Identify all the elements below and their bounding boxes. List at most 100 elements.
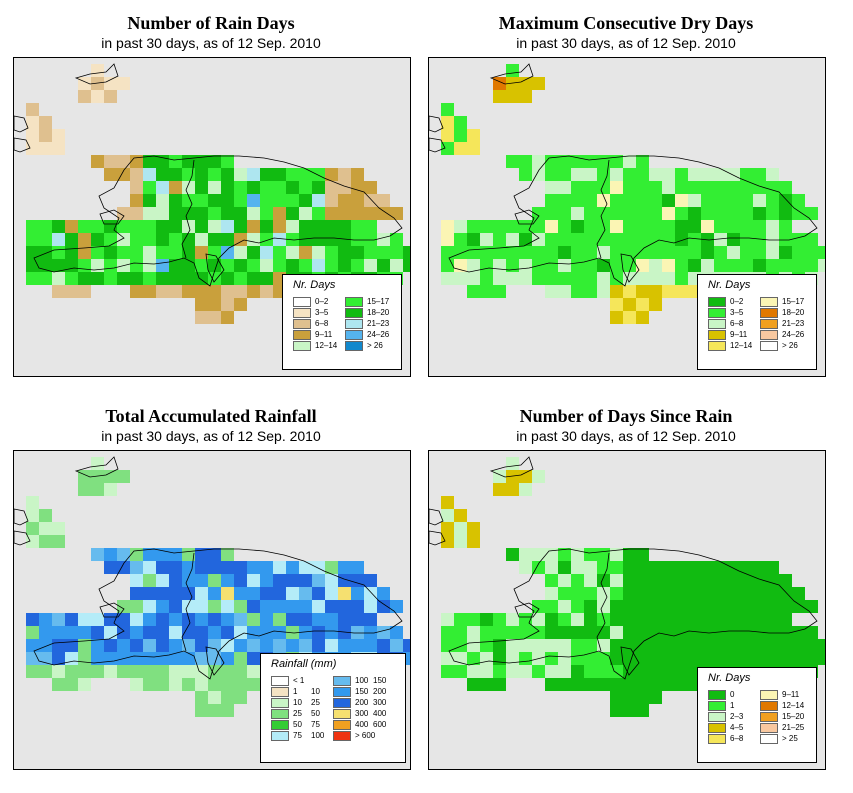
grid-cell xyxy=(532,77,545,90)
grid-cell xyxy=(130,207,143,220)
grid-cell xyxy=(130,168,143,181)
grid-cell xyxy=(753,561,766,574)
grid-cell xyxy=(91,652,104,665)
grid-cell xyxy=(286,181,299,194)
grid-cell xyxy=(623,639,636,652)
panel-title: Maximum Consecutive Dry Days xyxy=(498,13,754,33)
grid-cell xyxy=(234,678,247,691)
grid-cell xyxy=(441,246,454,259)
grid-cell xyxy=(480,678,493,691)
grid-cell xyxy=(195,652,208,665)
grid-cell xyxy=(597,168,610,181)
grid-cell xyxy=(351,587,364,600)
grid-cell xyxy=(273,194,286,207)
grid-cell xyxy=(480,285,493,298)
grid-cell xyxy=(701,246,714,259)
grid-cell xyxy=(325,600,338,613)
grid-cell xyxy=(467,246,480,259)
grid-cell xyxy=(649,613,662,626)
grid-cell xyxy=(169,168,182,181)
grid-cell xyxy=(532,168,545,181)
grid-cell xyxy=(623,587,636,600)
grid-cell xyxy=(584,561,597,574)
grid-cell xyxy=(273,626,286,639)
grid-cell xyxy=(545,285,558,298)
grid-cell xyxy=(208,311,221,324)
grid-cell xyxy=(740,587,753,600)
grid-cell xyxy=(714,207,727,220)
grid-cell xyxy=(714,639,727,652)
grid-cell xyxy=(208,678,221,691)
grid-cell xyxy=(234,639,247,652)
grid-cell xyxy=(182,259,195,272)
legend-swatch xyxy=(333,676,351,686)
grid-cell xyxy=(364,181,377,194)
grid-cell xyxy=(91,77,104,90)
grid-cell xyxy=(169,194,182,207)
grid-cell xyxy=(727,587,740,600)
grid-cell xyxy=(247,574,260,587)
grid-cell xyxy=(688,561,701,574)
grid-cell xyxy=(234,298,247,311)
grid-cell xyxy=(169,561,182,574)
legend-swatch xyxy=(708,341,726,351)
grid-cell xyxy=(623,220,636,233)
grid-cell xyxy=(532,470,545,483)
grid-cell xyxy=(208,233,221,246)
grid-cell xyxy=(273,259,286,272)
grid-cell xyxy=(571,613,584,626)
grid-cell xyxy=(39,233,52,246)
grid-cell xyxy=(377,626,390,639)
grid-cell xyxy=(558,652,571,665)
grid-cell xyxy=(52,129,65,142)
legend-label: 6–8 xyxy=(730,319,744,328)
grid-cell xyxy=(325,220,338,233)
grid-cell xyxy=(234,574,247,587)
grid-cell xyxy=(312,233,325,246)
grid-cell xyxy=(441,142,454,155)
grid-cell xyxy=(195,600,208,613)
grid-cell xyxy=(545,548,558,561)
grid-cell xyxy=(156,600,169,613)
grid-cell xyxy=(558,285,571,298)
grid-cell xyxy=(169,626,182,639)
grid-cell xyxy=(130,561,143,574)
legend-swatch xyxy=(333,720,351,730)
grid-cell xyxy=(519,483,532,496)
grid-cell xyxy=(104,77,117,90)
grid-cell xyxy=(143,233,156,246)
grid-cell xyxy=(610,155,623,168)
grid-cell xyxy=(688,207,701,220)
grid-cell xyxy=(78,233,91,246)
legend-swatch xyxy=(708,297,726,307)
grid-cell xyxy=(143,194,156,207)
legend-label: 18–20 xyxy=(782,308,805,317)
grid-cell xyxy=(91,233,104,246)
grid-cell xyxy=(792,639,805,652)
grid-cell xyxy=(532,155,545,168)
grid-cell xyxy=(714,561,727,574)
grid-cell xyxy=(688,600,701,613)
grid-cell xyxy=(260,233,273,246)
grid-cell xyxy=(467,522,480,535)
grid-cell xyxy=(325,587,338,600)
grid-cell xyxy=(143,285,156,298)
grid-cell xyxy=(91,626,104,639)
grid-cell xyxy=(688,233,701,246)
grid-cell xyxy=(325,561,338,574)
legend-label-low: 150 xyxy=(355,687,369,696)
grid-cell xyxy=(701,652,714,665)
grid-cell xyxy=(519,155,532,168)
grid-cell xyxy=(532,548,545,561)
grid-cell xyxy=(727,613,740,626)
grid-cell xyxy=(39,626,52,639)
grid-cell xyxy=(390,600,403,613)
legend-swatch xyxy=(293,308,311,318)
grid-cell xyxy=(454,129,467,142)
grid-cell xyxy=(649,194,662,207)
grid-cell xyxy=(325,613,338,626)
grid-cell xyxy=(480,259,493,272)
grid-cell xyxy=(766,613,779,626)
legend-swatch xyxy=(293,330,311,340)
grid-cell xyxy=(273,220,286,233)
